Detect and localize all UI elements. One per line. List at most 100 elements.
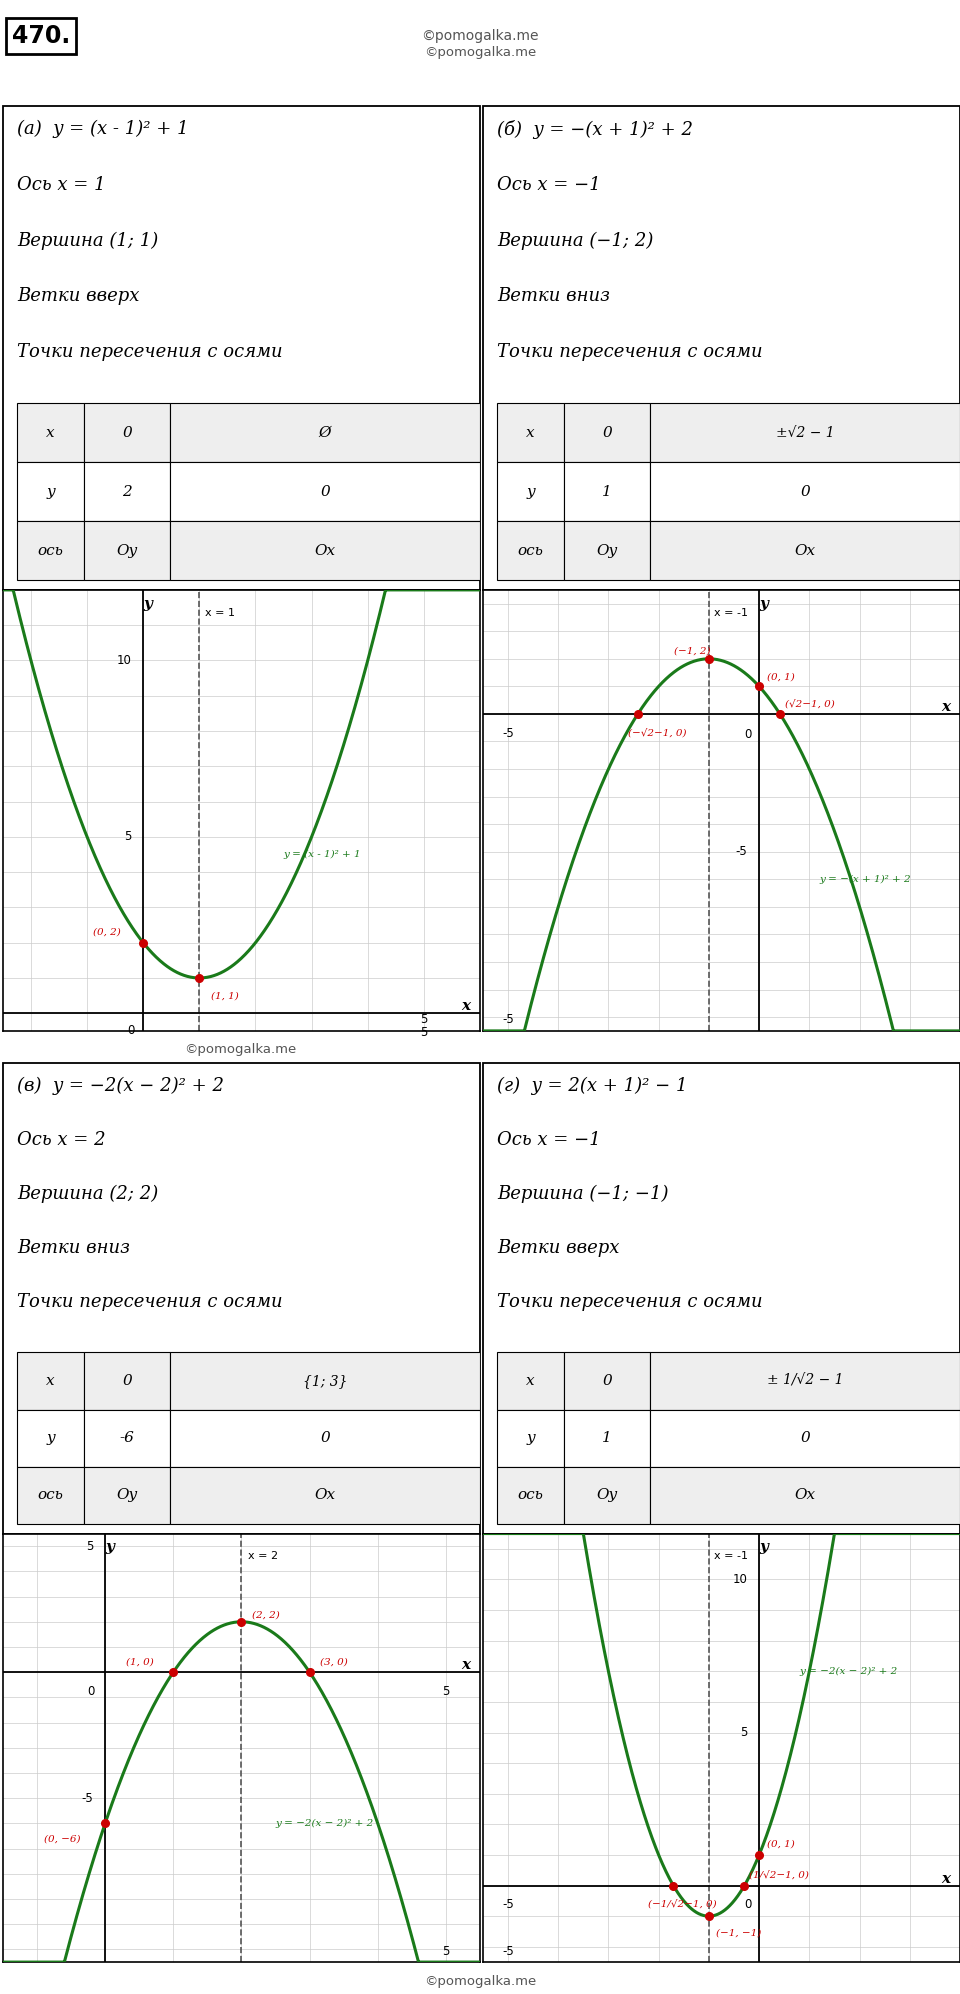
Text: Ось x = 2: Ось x = 2 <box>17 1131 106 1149</box>
Text: 0: 0 <box>122 427 132 441</box>
Bar <box>84 1410 170 1468</box>
Bar <box>17 1468 84 1523</box>
Bar <box>650 520 960 580</box>
Text: (а)  y = (x - 1)² + 1: (а) y = (x - 1)² + 1 <box>17 120 189 138</box>
Text: Вершина (2; 2): Вершина (2; 2) <box>17 1184 158 1204</box>
Text: -5: -5 <box>502 1898 514 1912</box>
Bar <box>84 403 170 463</box>
Text: x: x <box>46 1374 55 1388</box>
Text: 0: 0 <box>128 1023 134 1037</box>
Text: (б)  y = −(x + 1)² + 2: (б) y = −(x + 1)² + 2 <box>497 120 693 140</box>
Text: x: x <box>526 1374 535 1388</box>
Text: -6: -6 <box>119 1432 134 1446</box>
Text: Oy: Oy <box>116 544 137 558</box>
Text: (1, 1): (1, 1) <box>210 991 238 1001</box>
Text: y = −2(x − 2)² + 2: y = −2(x − 2)² + 2 <box>800 1667 898 1675</box>
Text: y = (x - 1)² + 1: y = (x - 1)² + 1 <box>283 849 361 859</box>
Text: (2, 2): (2, 2) <box>252 1611 279 1619</box>
Text: 5: 5 <box>443 1685 449 1699</box>
Text: y: y <box>143 596 152 610</box>
Bar <box>497 520 564 580</box>
Bar <box>17 1410 84 1468</box>
Bar <box>497 1410 564 1468</box>
Text: (0, 2): (0, 2) <box>93 927 120 937</box>
Text: -5: -5 <box>735 845 747 857</box>
Text: x = 1: x = 1 <box>204 608 235 618</box>
Text: y: y <box>526 1432 535 1446</box>
Text: Точки пересечения с осями: Точки пересечения с осями <box>497 1294 763 1312</box>
Text: (−1, −1): (−1, −1) <box>716 1928 761 1938</box>
Text: (0, 1): (0, 1) <box>767 1840 794 1848</box>
Text: 0: 0 <box>800 485 810 498</box>
Bar <box>497 1352 564 1410</box>
Bar <box>497 403 564 463</box>
Text: x: x <box>526 427 535 441</box>
Text: 1: 1 <box>602 1432 612 1446</box>
Text: Ox: Ox <box>314 1488 335 1503</box>
Text: x = -1: x = -1 <box>714 608 748 618</box>
Text: x: x <box>462 1659 470 1673</box>
Text: Вершина (−1; −1): Вершина (−1; −1) <box>497 1184 669 1204</box>
Text: x: x <box>942 700 950 714</box>
Text: (1/√2−1, 0): (1/√2−1, 0) <box>750 1870 809 1880</box>
Text: Ox: Ox <box>314 544 335 558</box>
Text: (0, −6): (0, −6) <box>44 1834 81 1842</box>
Text: ±√2 − 1: ±√2 − 1 <box>776 427 834 441</box>
Text: ©pomogalka.me: ©pomogalka.me <box>421 28 539 44</box>
Bar <box>84 463 170 520</box>
Text: 5: 5 <box>443 1944 449 1958</box>
Text: -5: -5 <box>502 728 514 740</box>
Text: -5: -5 <box>82 1793 93 1805</box>
Bar <box>650 463 960 520</box>
Text: Точки пересечения с осями: Точки пересечения с осями <box>497 343 763 361</box>
Text: 0: 0 <box>87 1685 95 1697</box>
Bar <box>17 403 84 463</box>
Bar <box>170 1468 480 1523</box>
Text: y = −2(x − 2)² + 2: y = −2(x − 2)² + 2 <box>276 1819 373 1828</box>
Text: Точки пересечения с осями: Точки пересечения с осями <box>17 343 283 361</box>
Bar <box>17 520 84 580</box>
Bar <box>650 1468 960 1523</box>
Text: (0, 1): (0, 1) <box>767 672 794 682</box>
Text: x = -1: x = -1 <box>714 1551 748 1561</box>
Text: Ветки вверх: Ветки вверх <box>17 287 139 305</box>
Text: 0: 0 <box>744 728 752 740</box>
Bar <box>170 520 480 580</box>
Text: (−1, 2): (−1, 2) <box>674 646 710 656</box>
Text: y: y <box>759 596 768 610</box>
Text: 0: 0 <box>122 1374 132 1388</box>
Text: (−1/√2−1, 0): (−1/√2−1, 0) <box>648 1898 717 1908</box>
Text: (г)  y = 2(x + 1)² − 1: (г) y = 2(x + 1)² − 1 <box>497 1077 687 1095</box>
Bar <box>650 1352 960 1410</box>
Text: (1, 0): (1, 0) <box>126 1657 154 1667</box>
Text: (3, 0): (3, 0) <box>320 1657 348 1667</box>
Text: 470.: 470. <box>12 24 70 48</box>
Text: Oy: Oy <box>596 1488 617 1503</box>
Text: 5: 5 <box>420 1027 427 1039</box>
Text: 5: 5 <box>124 830 132 843</box>
Text: Ветки вверх: Ветки вверх <box>497 1240 619 1258</box>
Text: Ox: Ox <box>794 544 815 558</box>
Text: y: y <box>526 485 535 498</box>
Text: 5: 5 <box>740 1727 747 1739</box>
Text: 10: 10 <box>732 1573 747 1585</box>
Bar <box>564 403 650 463</box>
Text: 1: 1 <box>602 485 612 498</box>
Text: x = 2: x = 2 <box>249 1551 278 1561</box>
Text: y: y <box>105 1539 114 1553</box>
Text: 5: 5 <box>420 1013 427 1027</box>
Text: ©pomogalka.me: ©pomogalka.me <box>424 1974 536 1988</box>
Text: Точки пересечения с осями: Точки пересечения с осями <box>17 1294 283 1312</box>
Text: ось: ось <box>37 544 63 558</box>
Bar <box>84 1352 170 1410</box>
Text: (−√2−1, 0): (−√2−1, 0) <box>628 728 686 738</box>
Text: (в)  y = −2(x − 2)² + 2: (в) y = −2(x − 2)² + 2 <box>17 1077 225 1095</box>
Bar <box>170 1410 480 1468</box>
Bar <box>564 1410 650 1468</box>
Text: ось: ось <box>517 1488 543 1503</box>
Text: x: x <box>462 999 470 1013</box>
Bar <box>497 1468 564 1523</box>
Bar <box>170 463 480 520</box>
Bar <box>564 463 650 520</box>
Text: Ось x = −1: Ось x = −1 <box>497 175 601 193</box>
